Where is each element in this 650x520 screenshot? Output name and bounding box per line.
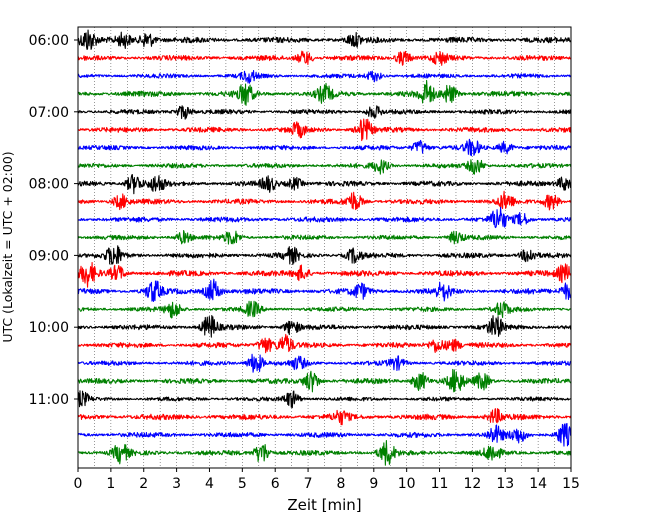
x-axis-ticks: 0 1 2 3 4 5 6 7 8 9 10 11 12 13 14 15 bbox=[74, 468, 580, 492]
trace-line bbox=[77, 138, 572, 157]
trace-line bbox=[77, 190, 572, 211]
x-tick-label: 11 bbox=[431, 476, 449, 492]
trace-line bbox=[77, 69, 572, 84]
x-tick-label: 14 bbox=[529, 476, 547, 492]
y-tick-label: 11:00 bbox=[29, 392, 69, 408]
trace-line bbox=[77, 229, 572, 245]
y-tick-label: 09:00 bbox=[29, 248, 69, 264]
trace-line bbox=[77, 261, 572, 288]
x-tick-label: 10 bbox=[398, 476, 416, 492]
trace-line bbox=[77, 353, 572, 373]
y-axis-label: UTC (Lokalzeit = UTC + 02:00) bbox=[0, 151, 15, 342]
trace-line bbox=[77, 440, 572, 466]
trace-line bbox=[77, 206, 572, 229]
x-tick-label: 8 bbox=[336, 476, 345, 492]
trace-line bbox=[77, 314, 572, 338]
y-axis-ticks: 06:00 07:00 08:00 09:00 10:00 11:00 bbox=[29, 33, 78, 408]
trace-line bbox=[77, 422, 572, 447]
x-tick-label: 5 bbox=[238, 476, 247, 492]
x-tick-label: 15 bbox=[562, 476, 580, 492]
x-tick-label: 2 bbox=[139, 476, 148, 492]
trace-line bbox=[77, 118, 572, 142]
trace-line bbox=[77, 50, 572, 66]
trace-group bbox=[77, 29, 572, 466]
trace-line bbox=[77, 408, 572, 426]
y-tick-label: 06:00 bbox=[29, 33, 69, 49]
x-axis-label: Zeit [min] bbox=[287, 496, 361, 514]
plot-background bbox=[78, 27, 571, 468]
trace-line bbox=[77, 29, 572, 50]
x-tick-label: 0 bbox=[74, 476, 83, 492]
trace-line bbox=[77, 333, 572, 354]
x-tick-label: 13 bbox=[496, 476, 514, 492]
plot-frame bbox=[77, 26, 572, 469]
x-tick-label: 7 bbox=[304, 476, 313, 492]
y-tick-label: 08:00 bbox=[29, 177, 69, 193]
trace-line bbox=[77, 174, 572, 195]
trace-line bbox=[77, 278, 572, 303]
y-tick-label: 10:00 bbox=[29, 320, 69, 336]
trace-line bbox=[77, 159, 572, 175]
x-tick-label: 4 bbox=[205, 476, 214, 492]
x-tick-label: 6 bbox=[271, 476, 280, 492]
trace-line bbox=[77, 390, 572, 409]
x-tick-label: 9 bbox=[369, 476, 378, 492]
y-tick-label: 07:00 bbox=[29, 105, 69, 121]
trace-line bbox=[77, 245, 572, 265]
x-tick-label: 1 bbox=[106, 476, 115, 492]
trace-line bbox=[77, 79, 572, 106]
x-tick-label: 12 bbox=[463, 476, 481, 492]
trace-line bbox=[77, 300, 572, 319]
trace-line bbox=[77, 105, 572, 120]
trace-line bbox=[77, 368, 572, 393]
x-tick-label: 3 bbox=[172, 476, 181, 492]
